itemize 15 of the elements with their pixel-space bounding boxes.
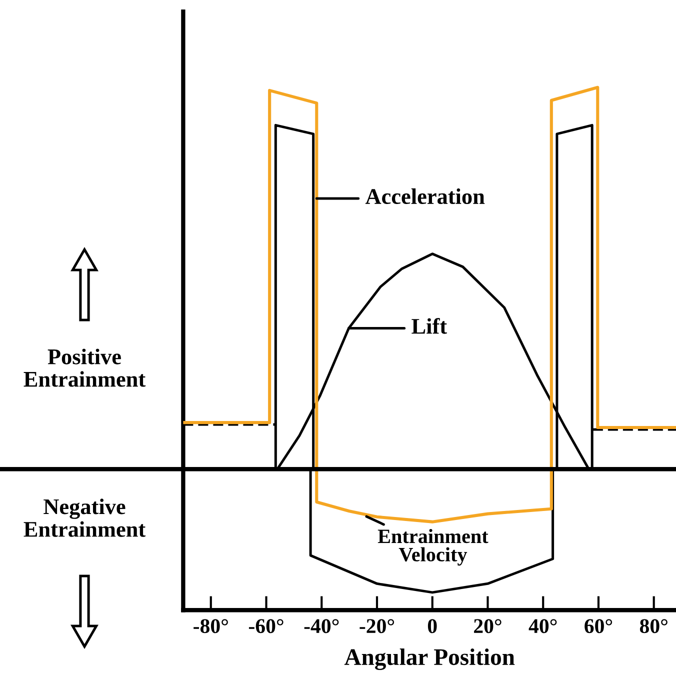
text: Negative Entrainment	[24, 498, 146, 537]
x-tick-label: -80°	[194, 619, 228, 634]
x-axis-title: Angular Position	[344, 648, 515, 670]
x-tick-label: 20°	[474, 619, 502, 634]
annotation: Lift	[412, 318, 447, 334]
x-tick-label: 60°	[584, 619, 612, 634]
x-tick-label: -20°	[360, 619, 394, 634]
x-tick-label: 0	[428, 619, 437, 634]
text: Positive Entrainment	[24, 348, 146, 387]
annotation: Acceleration	[365, 188, 485, 204]
x-tick-label: -60°	[248, 619, 284, 634]
x-tick-label: 80°	[640, 619, 668, 634]
x-tick-label: -40°	[304, 619, 339, 634]
annotation: Entrainment Velocity	[378, 528, 488, 566]
x-tick-label: 40°	[528, 619, 557, 634]
